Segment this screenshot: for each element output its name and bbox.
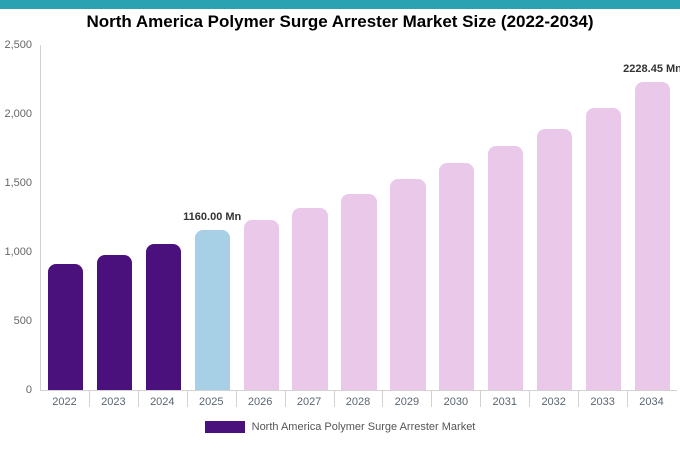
bar-2028[interactable] bbox=[341, 194, 377, 390]
x-axis-tick bbox=[235, 391, 237, 407]
bar-column bbox=[139, 45, 188, 390]
bar-2034[interactable] bbox=[634, 82, 671, 390]
x-axis-tick bbox=[284, 391, 286, 407]
bar-column bbox=[41, 45, 90, 390]
bar-2025[interactable] bbox=[194, 229, 230, 390]
x-axis-tick bbox=[480, 391, 482, 407]
y-axis-label: 0 bbox=[25, 384, 32, 396]
x-axis-label: 2022 bbox=[52, 396, 77, 408]
x-axis-label: 2028 bbox=[345, 396, 371, 408]
x-axis-tick bbox=[333, 391, 335, 407]
y-axis-label: 2,000 bbox=[4, 108, 32, 120]
bar-column bbox=[383, 45, 432, 390]
y-axis: 0 500 1,000 1,500 2,000 2,500 bbox=[0, 39, 36, 396]
bar-2031[interactable] bbox=[488, 146, 524, 390]
bar-column bbox=[90, 45, 139, 390]
bar-column bbox=[628, 45, 677, 390]
x-axis-label: 2023 bbox=[101, 396, 126, 408]
top-accent-bar bbox=[0, 0, 680, 9]
bar-2022[interactable] bbox=[47, 264, 84, 390]
x-axis-tick bbox=[137, 391, 139, 407]
plot-area: 1160.00 Mn 2228.45 Mn bbox=[40, 45, 680, 391]
bar-column bbox=[481, 45, 530, 390]
x-axis-tick bbox=[88, 391, 90, 407]
bar-2030[interactable] bbox=[439, 163, 475, 390]
x-axis-label: 2030 bbox=[443, 396, 469, 408]
bar-data-label: 1160.00 Mn bbox=[183, 210, 242, 223]
bar-2033[interactable] bbox=[585, 107, 622, 390]
x-axis-tick bbox=[186, 391, 188, 407]
x-axis-label: 2026 bbox=[247, 396, 273, 408]
x-axis-label: 2033 bbox=[590, 396, 615, 408]
x-axis-label: 2032 bbox=[541, 396, 566, 408]
bar-2026[interactable] bbox=[243, 219, 279, 390]
bar-column bbox=[237, 45, 286, 390]
x-axis-tick bbox=[627, 391, 629, 407]
bar-column bbox=[188, 45, 237, 390]
x-axis: 2022 2023 2024 2025 2026 2027 2028 2029 2030 2031… bbox=[40, 391, 676, 411]
y-axis-label: 1,000 bbox=[4, 246, 32, 258]
chart-title: North America Polymer Surge Arrester Mar… bbox=[86, 12, 594, 31]
x-axis-label: 2024 bbox=[150, 396, 175, 408]
y-axis-label: 500 bbox=[13, 315, 32, 327]
bar-2027[interactable] bbox=[292, 207, 328, 390]
x-axis-tick bbox=[382, 391, 384, 407]
x-axis-labels: 2022 2023 2024 2025 2026 2027 2028 2029 2030 2031… bbox=[40, 391, 676, 408]
x-axis-label: 2029 bbox=[394, 396, 420, 408]
bar-2023[interactable] bbox=[96, 254, 132, 390]
y-axis-label: 2,500 bbox=[4, 39, 32, 51]
bar-column bbox=[335, 45, 384, 390]
legend-swatch-icon bbox=[204, 421, 245, 433]
bar-data-label: 2228.45 Mn bbox=[623, 63, 680, 76]
x-axis-label: 2034 bbox=[639, 396, 664, 408]
x-axis-label: 2027 bbox=[296, 396, 322, 408]
legend[interactable]: North America Polymer Surge Arrester Mar… bbox=[0, 421, 680, 433]
x-axis-tick bbox=[529, 391, 531, 407]
bar-2029[interactable] bbox=[390, 178, 426, 390]
bar-2032[interactable] bbox=[537, 128, 573, 390]
bar-column bbox=[286, 45, 335, 390]
y-axis-label: 1,500 bbox=[4, 177, 32, 189]
bar-column bbox=[530, 45, 579, 390]
bars bbox=[41, 45, 677, 390]
bar-column bbox=[432, 45, 481, 390]
x-axis-label: 2025 bbox=[198, 396, 224, 408]
legend-label: North America Polymer Surge Arrester Mar… bbox=[251, 421, 476, 433]
x-axis-tick bbox=[431, 391, 433, 407]
x-axis-tick bbox=[578, 391, 580, 407]
x-axis-label: 2031 bbox=[492, 396, 517, 408]
bar-column bbox=[579, 45, 628, 390]
bar-2024[interactable] bbox=[145, 243, 181, 390]
